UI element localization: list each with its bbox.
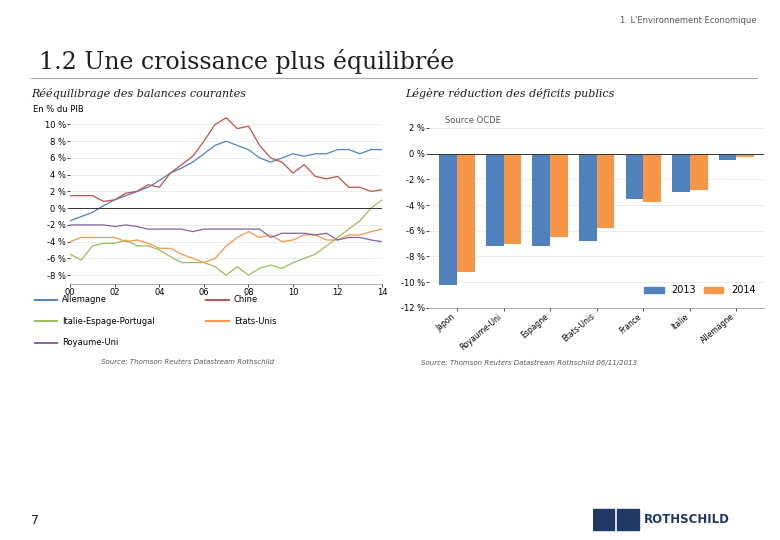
Text: ROTHSCHILD: ROTHSCHILD <box>644 513 729 526</box>
Text: Chine: Chine <box>234 295 258 304</box>
Text: Source: Thomson Reuters Datastream Rothschild 06/11/2013: Source: Thomson Reuters Datastream Roths… <box>421 360 637 366</box>
Text: En % du PIB: En % du PIB <box>33 105 83 114</box>
Bar <box>533 153 550 246</box>
Bar <box>690 153 707 190</box>
Bar <box>626 153 644 199</box>
FancyBboxPatch shape <box>618 509 639 530</box>
Text: 1. L'Environnement Economique: 1. L'Environnement Economique <box>620 16 757 25</box>
Text: Allemagne: Allemagne <box>62 295 107 304</box>
FancyBboxPatch shape <box>593 509 614 530</box>
Bar <box>672 153 690 192</box>
Text: Déficit public en %du PIB: Déficit public en %du PIB <box>410 106 538 116</box>
Bar <box>439 153 457 285</box>
Bar <box>579 153 597 241</box>
Bar <box>736 153 754 158</box>
Bar <box>486 153 504 246</box>
Text: Source OCDE: Source OCDE <box>445 116 501 125</box>
Legend: 2013, 2014: 2013, 2014 <box>640 281 760 299</box>
Text: Italie-Espage-Portugal: Italie-Espage-Portugal <box>62 317 154 326</box>
Text: Rééquilibrage des balances courantes: Rééquilibrage des balances courantes <box>31 88 246 99</box>
Text: Source: Thomson Reuters Datastream Rothschild: Source: Thomson Reuters Datastream Roths… <box>101 360 274 366</box>
Text: 7: 7 <box>31 514 39 527</box>
Text: Royaume-Uni: Royaume-Uni <box>62 339 119 347</box>
Bar <box>457 153 475 272</box>
Bar <box>550 153 568 237</box>
Bar <box>504 153 521 244</box>
Text: Etats-Unis: Etats-Unis <box>234 317 276 326</box>
Text: Légère réduction des déficits publics: Légère réduction des déficits publics <box>406 88 615 99</box>
Bar <box>644 153 661 202</box>
Text: Balances courantes: Balances courantes <box>35 106 135 115</box>
Bar <box>718 153 736 160</box>
Text: 1.2 Une croissance plus équilibrée: 1.2 Une croissance plus équilibrée <box>39 49 454 73</box>
Bar <box>597 153 615 228</box>
